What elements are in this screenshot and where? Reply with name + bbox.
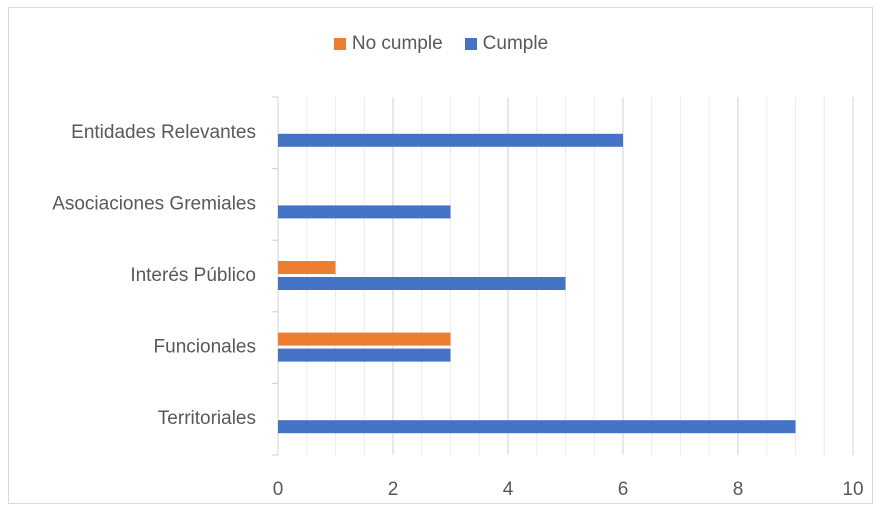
bar-cumple xyxy=(278,205,451,219)
x-tick-label: 0 xyxy=(273,479,284,500)
category-label: Entidades Relevantes xyxy=(71,122,256,143)
x-tick-label: 6 xyxy=(618,479,629,500)
x-tick-label: 10 xyxy=(842,479,863,500)
legend-label-cumple: Cumple xyxy=(482,33,549,54)
category-label: Asociaciones Gremiales xyxy=(52,193,256,214)
bar-cumple xyxy=(278,277,566,290)
category-label: Funcionales xyxy=(154,337,256,358)
legend-label-no-cumple: No cumple xyxy=(351,33,443,54)
legend-item-no-cumple: No cumple xyxy=(333,33,443,55)
bar-cumple xyxy=(278,348,451,362)
legend-swatch-cumple xyxy=(464,38,477,50)
bar-no-cumple xyxy=(278,332,451,346)
legend: No cumple Cumple xyxy=(0,33,882,55)
bar-no-cumple xyxy=(278,261,336,274)
x-tick-label: 2 xyxy=(388,479,399,500)
category-label: Interés Público xyxy=(130,265,256,286)
bar-cumple xyxy=(278,133,623,147)
category-label: Territoriales xyxy=(158,408,256,429)
legend-swatch-no-cumple xyxy=(333,38,346,50)
bar-cumple xyxy=(278,420,796,434)
x-tick-label: 4 xyxy=(503,479,514,500)
x-tick-label: 8 xyxy=(733,479,744,500)
legend-item-cumple: Cumple xyxy=(464,33,549,55)
